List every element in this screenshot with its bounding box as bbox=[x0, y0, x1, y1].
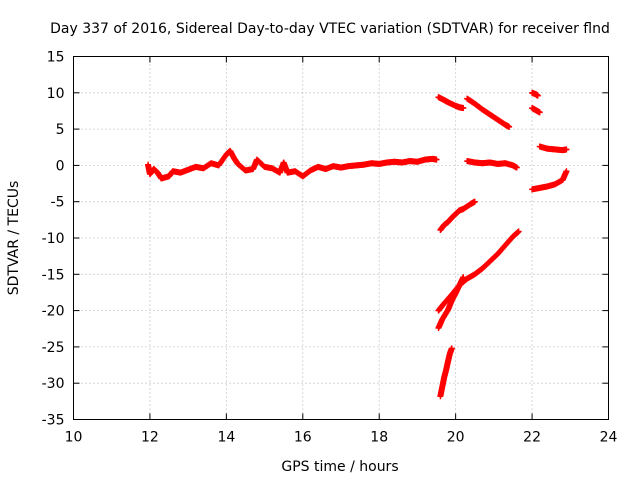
y-tick-label: -30 bbox=[42, 376, 65, 392]
x-tick-label: 20 bbox=[447, 430, 465, 446]
y-tick-label: 0 bbox=[56, 158, 65, 174]
y-axis-label: SDTVAR / TECUs bbox=[6, 181, 22, 296]
x-tick-label: 24 bbox=[600, 430, 618, 446]
y-tick-label: -20 bbox=[42, 304, 65, 320]
data-point bbox=[433, 156, 440, 163]
y-tick-label: 10 bbox=[47, 86, 65, 102]
data-point bbox=[534, 92, 541, 99]
y-tick-label: -15 bbox=[42, 267, 65, 283]
y-tick-label: -35 bbox=[42, 413, 65, 429]
x-tick-label: 18 bbox=[370, 430, 388, 446]
data-point bbox=[448, 345, 455, 352]
x-tick-label: 22 bbox=[523, 430, 541, 446]
x-tick-label: 12 bbox=[141, 430, 159, 446]
x-tick-label: 14 bbox=[217, 430, 235, 446]
x-tick-label: 10 bbox=[65, 430, 83, 446]
x-tick-labels: 10 12 14 16 18 20 22 24 bbox=[65, 430, 618, 446]
data-point bbox=[460, 105, 467, 112]
y-tick-label: -25 bbox=[42, 340, 65, 356]
data-points bbox=[145, 89, 570, 400]
plot-frame bbox=[73, 56, 609, 420]
data-point bbox=[563, 168, 570, 175]
data-point bbox=[563, 146, 570, 153]
y-tick-label: 5 bbox=[56, 122, 65, 138]
data-point bbox=[536, 109, 543, 116]
data-point bbox=[471, 198, 478, 205]
y-tick-labels: -35 -30 -25 -20 -15 -10 -5 0 5 10 15 bbox=[42, 50, 65, 429]
grid bbox=[73, 56, 609, 420]
y-tick-label: 15 bbox=[47, 50, 65, 66]
data-point bbox=[460, 274, 467, 281]
x-tick-label: 16 bbox=[294, 430, 312, 446]
y-tick-label: -5 bbox=[51, 195, 65, 211]
x-axis-label: GPS time / hours bbox=[281, 459, 398, 475]
data-point bbox=[513, 164, 520, 171]
chart-title: Day 337 of 2016, Sidereal Day-to-day VTE… bbox=[50, 21, 610, 37]
data-point bbox=[506, 123, 513, 130]
y-tick-label: -10 bbox=[42, 231, 65, 247]
data-point bbox=[515, 228, 522, 235]
